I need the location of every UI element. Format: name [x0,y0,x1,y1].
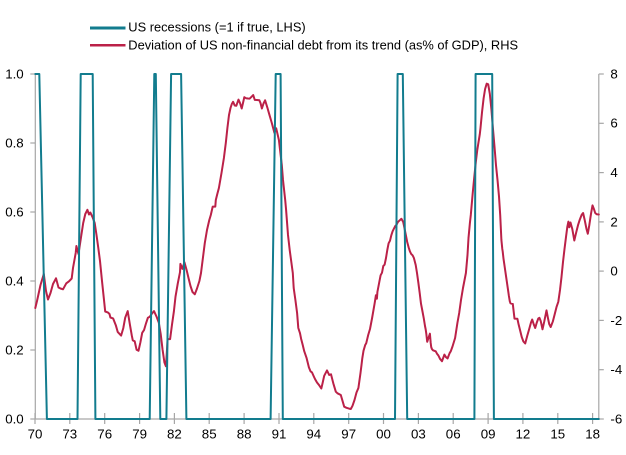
svg-text:97: 97 [341,427,356,442]
svg-text:0: 0 [610,264,617,279]
svg-text:09: 09 [481,427,496,442]
svg-text:2: 2 [610,214,617,229]
svg-text:18: 18 [585,427,600,442]
svg-text:94: 94 [306,427,321,442]
svg-text:-6: -6 [610,411,622,426]
svg-text:82: 82 [167,427,182,442]
svg-text:-2: -2 [610,313,622,328]
svg-text:Deviation of US non-financial: Deviation of US non-financial debt from … [128,38,518,53]
svg-text:-4: -4 [610,362,622,377]
svg-text:73: 73 [62,427,77,442]
svg-text:76: 76 [97,427,112,442]
svg-text:0.0: 0.0 [5,411,24,426]
svg-text:0.6: 0.6 [5,204,24,219]
svg-text:0.8: 0.8 [5,135,24,150]
svg-text:79: 79 [132,427,147,442]
svg-text:15: 15 [550,427,565,442]
svg-text:06: 06 [446,427,461,442]
svg-text:0.4: 0.4 [5,273,24,288]
svg-text:12: 12 [516,427,531,442]
svg-text:91: 91 [272,427,287,442]
svg-text:1.0: 1.0 [5,66,24,81]
svg-text:00: 00 [376,427,391,442]
svg-text:US recessions (=1 if true, LHS: US recessions (=1 if true, LHS) [128,20,305,35]
svg-text:70: 70 [28,427,43,442]
svg-text:0.2: 0.2 [5,342,24,357]
svg-text:6: 6 [610,116,617,131]
svg-text:8: 8 [610,66,617,81]
svg-text:85: 85 [202,427,217,442]
svg-text:88: 88 [237,427,252,442]
svg-text:03: 03 [411,427,426,442]
svg-text:4: 4 [610,165,617,180]
